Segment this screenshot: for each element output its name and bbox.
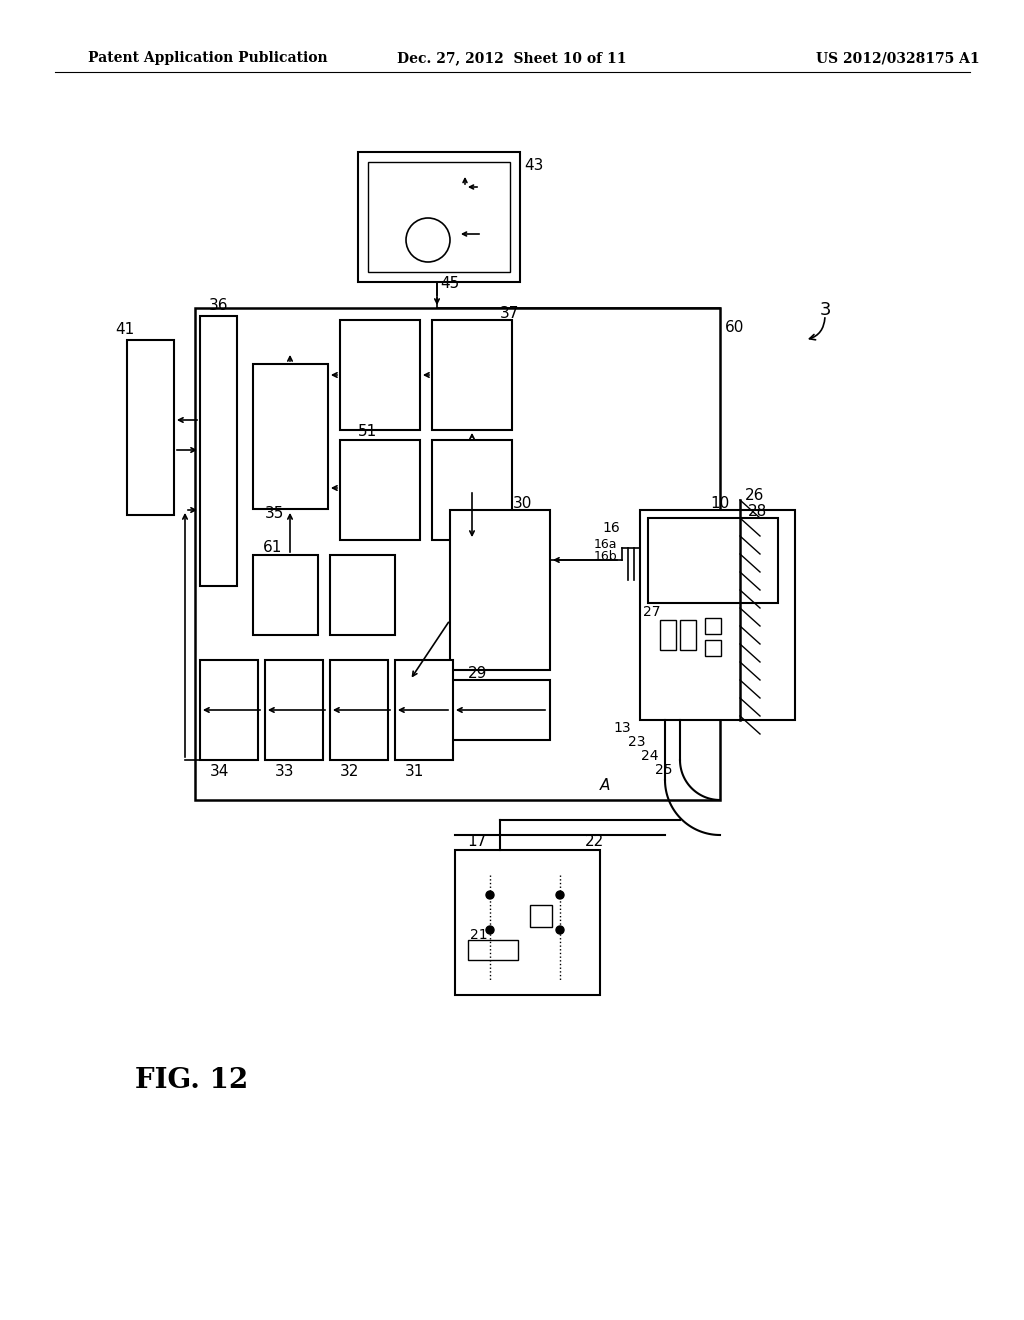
Text: 31: 31 <box>406 764 424 780</box>
Circle shape <box>486 927 494 935</box>
Bar <box>450 510 550 671</box>
Circle shape <box>556 927 564 935</box>
Text: 37: 37 <box>500 305 519 321</box>
Text: A: A <box>600 779 610 793</box>
Bar <box>705 640 721 656</box>
Text: 34: 34 <box>210 764 229 780</box>
Text: 36: 36 <box>209 298 228 314</box>
Text: 3: 3 <box>820 301 831 319</box>
Text: 25: 25 <box>655 763 673 777</box>
Text: 16b: 16b <box>594 549 617 562</box>
Bar <box>530 906 552 927</box>
Bar <box>368 162 510 272</box>
Bar <box>680 620 696 649</box>
Text: 35: 35 <box>265 506 285 520</box>
Text: 30: 30 <box>513 496 532 511</box>
Text: 29: 29 <box>468 665 487 681</box>
Bar <box>253 364 328 510</box>
Text: 23: 23 <box>628 735 645 748</box>
Bar <box>468 940 518 960</box>
Text: 21: 21 <box>470 928 487 942</box>
Text: 13: 13 <box>613 721 631 735</box>
Bar <box>330 660 388 760</box>
Bar <box>127 341 174 515</box>
Text: US 2012/0328175 A1: US 2012/0328175 A1 <box>816 51 980 65</box>
Bar <box>648 517 778 603</box>
Text: 61: 61 <box>263 540 283 556</box>
Text: 22: 22 <box>585 834 604 850</box>
Text: 17: 17 <box>467 834 486 850</box>
Bar <box>200 660 258 760</box>
Text: 16: 16 <box>602 521 620 535</box>
Text: 10: 10 <box>710 495 729 511</box>
Bar <box>358 152 520 282</box>
Bar <box>640 510 795 719</box>
Text: 33: 33 <box>275 764 295 780</box>
Bar <box>432 319 512 430</box>
Text: 60: 60 <box>725 321 744 335</box>
Circle shape <box>556 891 564 899</box>
Bar <box>432 440 512 540</box>
Text: FIG. 12: FIG. 12 <box>135 1067 248 1093</box>
Text: 27: 27 <box>643 605 660 619</box>
Bar <box>705 618 721 634</box>
Text: Patent Application Publication: Patent Application Publication <box>88 51 328 65</box>
Circle shape <box>486 891 494 899</box>
Text: 16a: 16a <box>594 537 617 550</box>
Text: 26: 26 <box>745 487 764 503</box>
Text: 41: 41 <box>115 322 134 338</box>
Text: Dec. 27, 2012  Sheet 10 of 11: Dec. 27, 2012 Sheet 10 of 11 <box>397 51 627 65</box>
Bar <box>200 315 237 586</box>
Bar <box>265 660 323 760</box>
Text: 43: 43 <box>524 158 544 173</box>
Bar <box>340 440 420 540</box>
Bar <box>450 680 550 741</box>
Text: 51: 51 <box>358 425 377 440</box>
Bar <box>455 850 600 995</box>
Bar <box>340 319 420 430</box>
Text: 32: 32 <box>340 764 359 780</box>
Bar <box>660 620 676 649</box>
Text: 28: 28 <box>748 503 767 519</box>
Bar <box>253 554 318 635</box>
Bar <box>395 660 453 760</box>
Bar <box>330 554 395 635</box>
Text: 24: 24 <box>641 748 658 763</box>
Bar <box>195 308 720 800</box>
Text: 45: 45 <box>440 276 459 290</box>
